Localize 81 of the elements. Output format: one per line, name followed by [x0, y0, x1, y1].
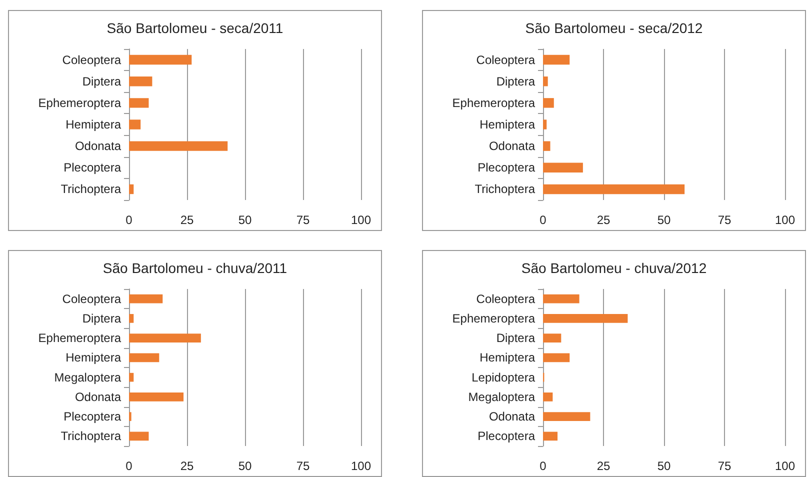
- bar: [543, 334, 562, 342]
- y-tick-label: Hemiptera: [66, 350, 122, 365]
- bar: [129, 141, 228, 151]
- bar: [129, 334, 201, 342]
- y-tick-label: Diptera: [496, 74, 536, 88]
- x-tick-label: 50: [657, 459, 671, 473]
- x-tick-label: 100: [350, 213, 372, 227]
- chart-title: São Bartolomeu - chuva/2012: [521, 260, 707, 276]
- x-tick-label: 0: [126, 459, 133, 473]
- bar: [543, 98, 554, 108]
- bar: [543, 314, 628, 323]
- x-tick-label: 100: [774, 459, 796, 473]
- bar: [543, 162, 583, 172]
- y-tick-label: Plecoptera: [64, 160, 122, 175]
- bar: [543, 120, 547, 130]
- x-tick-label: 25: [180, 459, 194, 473]
- y-tick-label: Odonata: [74, 139, 122, 154]
- y-tick-label: Odonata: [488, 139, 536, 154]
- y-tick-label: Coleoptera: [476, 292, 536, 306]
- y-tick-label: Trichoptera: [60, 182, 122, 196]
- y-tick-label: Coleoptera: [62, 292, 122, 306]
- y-tick-label: Ephemeroptera: [38, 96, 122, 110]
- bar: [129, 76, 152, 86]
- y-tick-label: Trichoptera: [60, 429, 122, 444]
- y-tick-label: Ephemeroptera: [38, 331, 122, 346]
- y-tick-label: Plecoptera: [64, 410, 122, 424]
- bar: [543, 392, 553, 402]
- bar: [129, 98, 149, 108]
- bar: [129, 54, 192, 65]
- y-tick-label: Megaloptera: [468, 390, 536, 404]
- bar: [543, 353, 570, 362]
- bar: [129, 184, 134, 194]
- y-tick-label: Hemiptera: [480, 118, 536, 132]
- y-tick-label: Diptera: [82, 74, 122, 88]
- chart-title: São Bartolomeu - chuva/2011: [102, 260, 288, 276]
- y-tick-label: Ephemeroptera: [452, 311, 536, 326]
- y-tick-label: Trichoptera: [474, 182, 536, 196]
- y-tick-label: Hemiptera: [66, 118, 122, 132]
- x-tick-label: 100: [350, 459, 372, 473]
- x-tick-label: 0: [540, 459, 547, 473]
- bar: [543, 412, 590, 421]
- bar: [543, 141, 550, 151]
- x-tick-label: 0: [540, 213, 547, 227]
- y-tick-label: Plecoptera: [478, 429, 536, 444]
- bar: [543, 76, 548, 86]
- bar: [543, 432, 558, 441]
- bar: [543, 294, 580, 304]
- bar: [129, 314, 134, 323]
- bar: [129, 353, 160, 362]
- y-tick-label: Hemiptera: [480, 350, 536, 365]
- x-tick-label: 75: [718, 213, 732, 227]
- x-tick-label: 50: [238, 459, 252, 473]
- bar: [129, 120, 141, 130]
- y-tick-label: Odonata: [488, 410, 536, 424]
- x-tick-label: 25: [596, 213, 610, 227]
- x-tick-label: 75: [296, 213, 310, 227]
- bar: [129, 372, 134, 382]
- chart-title: São Bartolomeu - seca/2012: [525, 20, 703, 36]
- y-tick-label: Coleoptera: [62, 52, 122, 67]
- bar: [543, 54, 570, 65]
- y-tick-label: Diptera: [496, 331, 536, 346]
- x-tick-label: 75: [296, 459, 310, 473]
- bar: [129, 294, 163, 304]
- bar: [129, 432, 149, 441]
- chart-title: São Bartolomeu - seca/2011: [106, 20, 284, 36]
- x-tick-label: 25: [180, 213, 194, 227]
- bar: [543, 184, 685, 194]
- x-tick-label: 25: [596, 459, 610, 473]
- x-tick-label: 50: [238, 213, 252, 227]
- y-tick-label: Lepidoptera: [472, 370, 536, 384]
- x-tick-label: 100: [774, 213, 796, 227]
- y-tick-label: Plecoptera: [478, 160, 536, 175]
- y-tick-label: Diptera: [82, 311, 122, 326]
- y-tick-label: Megaloptera: [54, 370, 122, 384]
- x-tick-label: 50: [657, 213, 671, 227]
- x-tick-label: 0: [126, 213, 133, 227]
- bar: [129, 392, 184, 402]
- y-tick-label: Odonata: [74, 390, 122, 404]
- y-tick-label: Coleoptera: [476, 52, 536, 67]
- x-tick-label: 75: [718, 459, 732, 473]
- y-tick-label: Ephemeroptera: [452, 96, 536, 110]
